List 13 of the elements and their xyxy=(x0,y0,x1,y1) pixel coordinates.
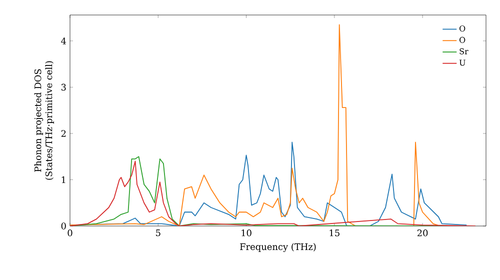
x-tick-label: 20 xyxy=(417,230,428,236)
y-axis-title: Phonon projected DOS (States/THz·primitive cell) xyxy=(34,61,54,180)
x-tick-label: 5 xyxy=(156,230,160,236)
y-tick-label: 1 xyxy=(62,176,66,184)
x-tick-label: 15 xyxy=(330,230,340,236)
y-tick-label: 3 xyxy=(61,84,66,91)
line-series xyxy=(70,24,441,226)
x-tick-label: 0 xyxy=(68,230,72,236)
y-tick-label: 0 xyxy=(61,222,66,230)
y-tick-label: 2 xyxy=(61,130,66,137)
y-tick-label: 4 xyxy=(61,38,66,44)
x-axis-title: Frequency (THz) xyxy=(240,243,316,252)
x-tick-label: 10 xyxy=(242,230,252,236)
